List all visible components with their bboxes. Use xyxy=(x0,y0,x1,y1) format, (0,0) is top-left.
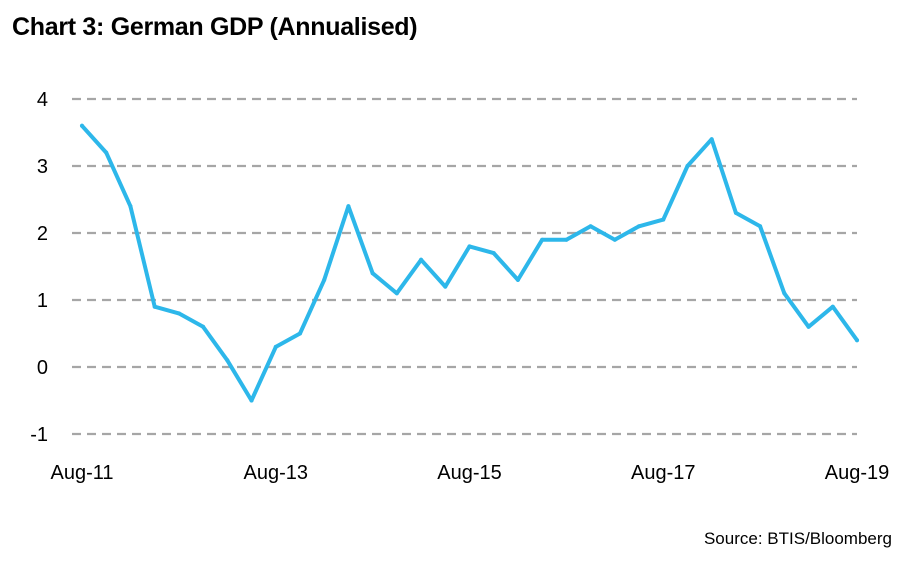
x-tick-label: Aug-19 xyxy=(825,462,890,484)
data-point: Nov-13: 0.5 xyxy=(297,331,302,336)
data-point: Feb-15: 1.6 xyxy=(419,257,424,262)
data-point: Nov-14: 1.1 xyxy=(394,291,399,296)
data-point: May-16: 1.9 xyxy=(540,237,545,242)
y-tick-label: 0 xyxy=(37,357,48,379)
data-point: Feb-16: 1.3 xyxy=(515,277,520,282)
y-tick-label: 3 xyxy=(37,156,48,178)
data-point: Aug-18: 2.1 xyxy=(758,224,763,229)
data-point: May-17: 2.1 xyxy=(637,224,642,229)
x-axis-ticks: Aug-11 Aug-13 Aug-15 Aug-17 Aug-19 xyxy=(50,462,889,484)
data-point: Nov-11: 3.2 xyxy=(104,150,109,155)
data-point: Aug-12: 0.8 xyxy=(176,311,181,316)
series-group: Aug-11: 3.6 Nov-11: 3.2 Feb-12: 2.4 May-12:… xyxy=(80,123,859,403)
data-point: Aug-17: 2.2 xyxy=(661,217,666,222)
data-point: May-14: 2.4 xyxy=(346,204,351,209)
x-tick-label: Aug-15 xyxy=(437,462,502,484)
data-point: Feb-18: 3.4 xyxy=(709,137,714,142)
data-point: Feb-12: 2.4 xyxy=(128,204,133,209)
data-point: Aug-15: 1.8 xyxy=(467,244,472,249)
data-point: May-18: 2.3 xyxy=(733,210,738,215)
data-point: Feb-14: 1.3 xyxy=(322,277,327,282)
data-point: Feb-19: 0.6 xyxy=(806,324,811,329)
y-tick-label: 2 xyxy=(37,223,48,245)
data-point: Aug-11: 3.6 xyxy=(80,123,84,128)
data-point: May-13: -0.5 xyxy=(249,398,254,403)
data-point: Feb-17: 1.9 xyxy=(612,237,617,242)
data-point: May-15: 1.2 xyxy=(443,284,448,289)
data-point: Nov-16: 2.1 xyxy=(588,224,593,229)
y-tick-label: 4 xyxy=(37,89,48,111)
data-point: Nov-18: 1.1 xyxy=(782,291,787,296)
x-tick-label: Aug-17 xyxy=(631,462,696,484)
data-point: Feb-13: 0.1 xyxy=(225,358,230,363)
y-axis-ticks: 4 3 2 1 0 -1 xyxy=(30,89,48,446)
data-point: Aug-19: 0.4 xyxy=(855,338,859,343)
y-tick-label: 1 xyxy=(37,290,48,312)
gridlines xyxy=(72,97,857,436)
x-tick-label: Aug-13 xyxy=(244,462,309,484)
data-point: Aug-16: 1.9 xyxy=(564,237,569,242)
data-point: May-12: 0.9 xyxy=(152,304,157,309)
x-tick-label: Aug-11 xyxy=(50,462,113,484)
y-tick-label: -1 xyxy=(30,424,48,446)
data-point: May-19: 0.9 xyxy=(830,304,835,309)
data-point: Nov-15: 1.7 xyxy=(491,251,496,256)
data-point: Nov-17: 3 xyxy=(685,164,690,168)
data-point: Aug-14: 1.4 xyxy=(370,271,375,276)
data-point: Nov-12: 0.6 xyxy=(201,324,206,329)
source-note: Source: BTIS/Bloomberg xyxy=(703,529,892,548)
data-point: Aug-13: 0.3 xyxy=(273,344,278,349)
chart-title: Chart 3: German GDP (Annualised) xyxy=(12,13,418,41)
